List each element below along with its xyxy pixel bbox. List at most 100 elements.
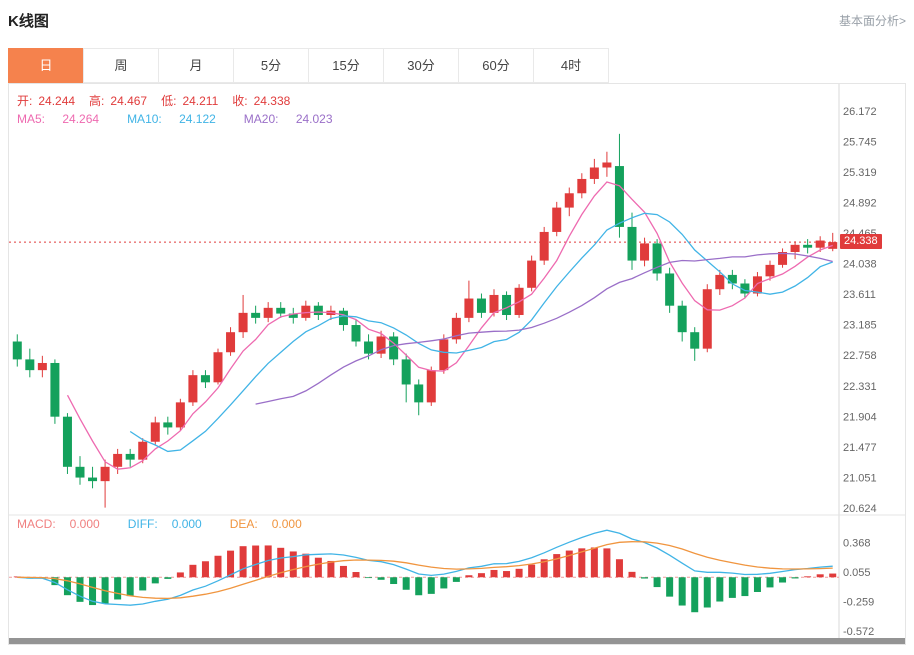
tab-周[interactable]: 周 (83, 48, 159, 83)
macd-bar (666, 577, 674, 597)
macd-bar (176, 572, 184, 578)
macd-bar (452, 577, 460, 582)
candle (251, 312, 261, 318)
svg-text:24.892: 24.892 (843, 197, 877, 209)
tab-日[interactable]: 日 (8, 48, 84, 83)
candle (677, 305, 687, 333)
candle (439, 339, 449, 371)
svg-text:21.904: 21.904 (843, 411, 877, 423)
macd-bar (716, 577, 724, 602)
candle (765, 264, 775, 277)
macd-bar (227, 550, 235, 578)
candle (690, 332, 700, 349)
current-price-tag: 24.338 (840, 234, 882, 250)
candle (502, 294, 512, 316)
macd-bar (51, 577, 59, 586)
candle (226, 332, 236, 353)
candle (740, 283, 750, 294)
tab-60分[interactable]: 60分 (458, 48, 534, 83)
candle (213, 352, 223, 383)
candle (627, 226, 637, 261)
candle (100, 466, 110, 482)
candle (577, 178, 587, 194)
candle (200, 375, 210, 383)
svg-text:25.745: 25.745 (843, 136, 877, 148)
candle (138, 441, 148, 460)
macd-bar (402, 577, 410, 590)
candle (476, 298, 486, 313)
candle (37, 362, 47, 371)
dea-line (17, 541, 833, 600)
macd-bar (816, 574, 824, 578)
candle (288, 313, 298, 318)
macd-bar (590, 547, 598, 578)
tab-15分[interactable]: 15分 (308, 48, 384, 83)
macd-bar (352, 572, 360, 578)
svg-text:0.368: 0.368 (843, 538, 871, 550)
macd-bar (503, 571, 511, 578)
macd-histogram (13, 545, 837, 613)
macd-bar (753, 577, 761, 592)
kline-chart[interactable]: 26.17225.74525.31924.89224.46524.03823.6… (9, 84, 905, 638)
macd-bar (578, 548, 586, 578)
candle (25, 359, 35, 371)
macd-bar (214, 555, 222, 578)
candle (790, 244, 800, 252)
fundamental-analysis-link[interactable]: 基本面分析> (838, 14, 906, 28)
candle (50, 362, 60, 417)
tab-4时[interactable]: 4时 (533, 48, 609, 83)
macd-bar (201, 561, 209, 578)
tab-30分[interactable]: 30分 (383, 48, 459, 83)
candle (464, 298, 474, 318)
svg-text:21.051: 21.051 (843, 472, 877, 484)
interval-tabs: 日周月 5分 15分 30分 60分 4时 (8, 48, 914, 83)
macd-bar (540, 559, 548, 578)
candle (276, 307, 286, 314)
svg-text:22.331: 22.331 (843, 381, 877, 393)
ma5-line (66, 181, 833, 470)
candle (351, 325, 361, 342)
macd-bar (829, 573, 837, 578)
candle (238, 312, 248, 333)
svg-text:21.477: 21.477 (843, 442, 877, 454)
candles-group (12, 133, 838, 508)
candle (426, 370, 436, 403)
macd-bar (76, 577, 84, 602)
candle (113, 453, 123, 467)
ma20-line (255, 252, 833, 405)
tab-月[interactable]: 月 (158, 48, 234, 83)
candle (727, 274, 737, 284)
candle (175, 402, 185, 428)
macd-bar (277, 547, 285, 578)
macd-bar (126, 577, 134, 597)
macd-bar (139, 577, 147, 591)
candle (778, 251, 788, 265)
macd-bar (477, 573, 485, 578)
macd-bar (565, 550, 573, 578)
svg-text:-0.259: -0.259 (843, 597, 874, 609)
candle (88, 477, 98, 482)
macd-bar (804, 576, 812, 578)
macd-bar (415, 577, 423, 596)
candle (715, 274, 725, 290)
candle (614, 166, 624, 227)
candle (803, 244, 813, 248)
macd-bar (490, 569, 498, 578)
candle (815, 240, 825, 248)
chart-scrollbar[interactable] (9, 638, 905, 644)
candle (376, 336, 386, 354)
chart-header: K线图 基本面分析> (0, 0, 914, 40)
candle (640, 243, 650, 261)
candle (702, 289, 712, 349)
candle (389, 336, 399, 360)
candle (338, 310, 348, 326)
macd-bar (528, 564, 536, 578)
macd-bar (365, 577, 373, 579)
candle (12, 341, 22, 360)
candle (552, 207, 562, 232)
tab-5分[interactable]: 5分 (233, 48, 309, 83)
candle (752, 276, 762, 294)
macd-bar (114, 577, 122, 600)
candle (602, 162, 612, 168)
macd-bar (703, 577, 711, 608)
